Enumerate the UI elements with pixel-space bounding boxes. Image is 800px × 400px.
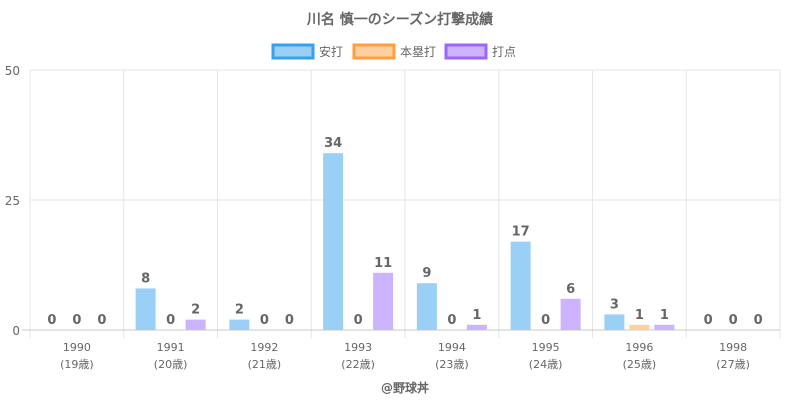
y-axis: 50 25 0 <box>5 64 20 338</box>
bar-hits <box>135 288 156 330</box>
legend-label-home-runs: 本塁打 <box>400 45 436 59</box>
bar-home-runs <box>629 324 650 330</box>
value-label-rbi: 0 <box>754 313 763 328</box>
value-label-hits: 17 <box>512 225 530 240</box>
x-tick-label: 1998 <box>719 341 747 354</box>
x-tick-label: 1996 <box>625 341 653 354</box>
bar-rbi <box>654 324 675 330</box>
x-tick-sublabel: (27歳) <box>716 358 750 371</box>
x-tick-sublabel: (23歳) <box>435 358 469 371</box>
value-label-home-runs: 0 <box>541 313 550 328</box>
chart-title: 川名 慎一のシーズン打撃成績 <box>306 11 493 28</box>
value-label-hits: 34 <box>324 136 342 151</box>
bar-hits <box>323 153 344 330</box>
bar-rbi <box>560 298 581 330</box>
x-tick-sublabel: (25歳) <box>623 358 657 371</box>
value-label-rbi: 0 <box>97 313 106 328</box>
legend: 安打 本塁打 打点 <box>271 43 516 60</box>
bar-hits <box>604 314 625 330</box>
x-tick-label: 1991 <box>157 341 185 354</box>
x-tick-sublabel: (21歳) <box>248 358 282 371</box>
legend-label-rbi: 打点 <box>492 45 516 59</box>
value-label-home-runs: 0 <box>729 313 738 328</box>
x-tick-sublabel: (19歳) <box>60 358 94 371</box>
legend-label-hits: 安打 <box>319 44 343 59</box>
value-label-home-runs: 0 <box>260 313 269 328</box>
value-label-rbi: 1 <box>472 308 481 323</box>
value-label-home-runs: 0 <box>166 313 175 328</box>
value-label-hits: 2 <box>235 303 244 318</box>
x-tick-sublabel: (22歳) <box>341 358 375 371</box>
value-label-rbi: 2 <box>191 303 200 318</box>
x-tick-sublabel: (20歳) <box>154 358 188 371</box>
value-label-hits: 3 <box>610 297 619 312</box>
value-label-rbi: 0 <box>285 313 294 328</box>
legend-swatch-hits <box>271 43 315 60</box>
value-label-home-runs: 0 <box>354 313 363 328</box>
value-label-rbi: 1 <box>660 308 669 323</box>
value-label-hits: 9 <box>422 266 431 281</box>
value-label-hits: 0 <box>704 313 713 328</box>
x-tick-label: 1994 <box>438 341 466 354</box>
x-tick-sublabel: (24歳) <box>529 358 563 371</box>
bar-rbi <box>373 272 394 330</box>
y-tick-label: 25 <box>5 194 20 208</box>
legend-item-hits[interactable]: 安打 <box>271 43 343 60</box>
bars <box>135 153 675 330</box>
bar-rbi <box>185 319 206 330</box>
bar-hits <box>510 241 531 330</box>
value-label-home-runs: 0 <box>447 313 456 328</box>
value-label-rbi: 6 <box>566 282 575 297</box>
value-label-hits: 8 <box>141 271 150 286</box>
x-axis: 1990 (19歳) 1991 (20歳) 1992 (21歳) 1993 (2… <box>60 341 750 371</box>
x-tick-label: 1992 <box>250 341 278 354</box>
bar-rbi <box>466 324 487 330</box>
legend-item-rbi[interactable]: 打点 <box>444 43 516 60</box>
value-label-rbi: 11 <box>374 256 392 271</box>
x-tick-label: 1990 <box>63 341 91 354</box>
legend-item-home-runs[interactable]: 本塁打 <box>352 43 436 60</box>
y-tick-label: 0 <box>12 324 20 338</box>
value-label-home-runs: 0 <box>72 313 81 328</box>
legend-swatch-rbi <box>444 43 488 60</box>
legend-swatch-home-runs <box>352 43 396 60</box>
y-tick-label: 50 <box>5 64 20 78</box>
x-tick-label: 1993 <box>344 341 372 354</box>
x-tick-label: 1995 <box>532 341 560 354</box>
credit-label: @野球丼 <box>381 380 429 395</box>
bar-hits <box>229 319 250 330</box>
value-label-home-runs: 1 <box>635 308 644 323</box>
bar-hits <box>416 283 437 330</box>
value-label-hits: 0 <box>47 313 56 328</box>
